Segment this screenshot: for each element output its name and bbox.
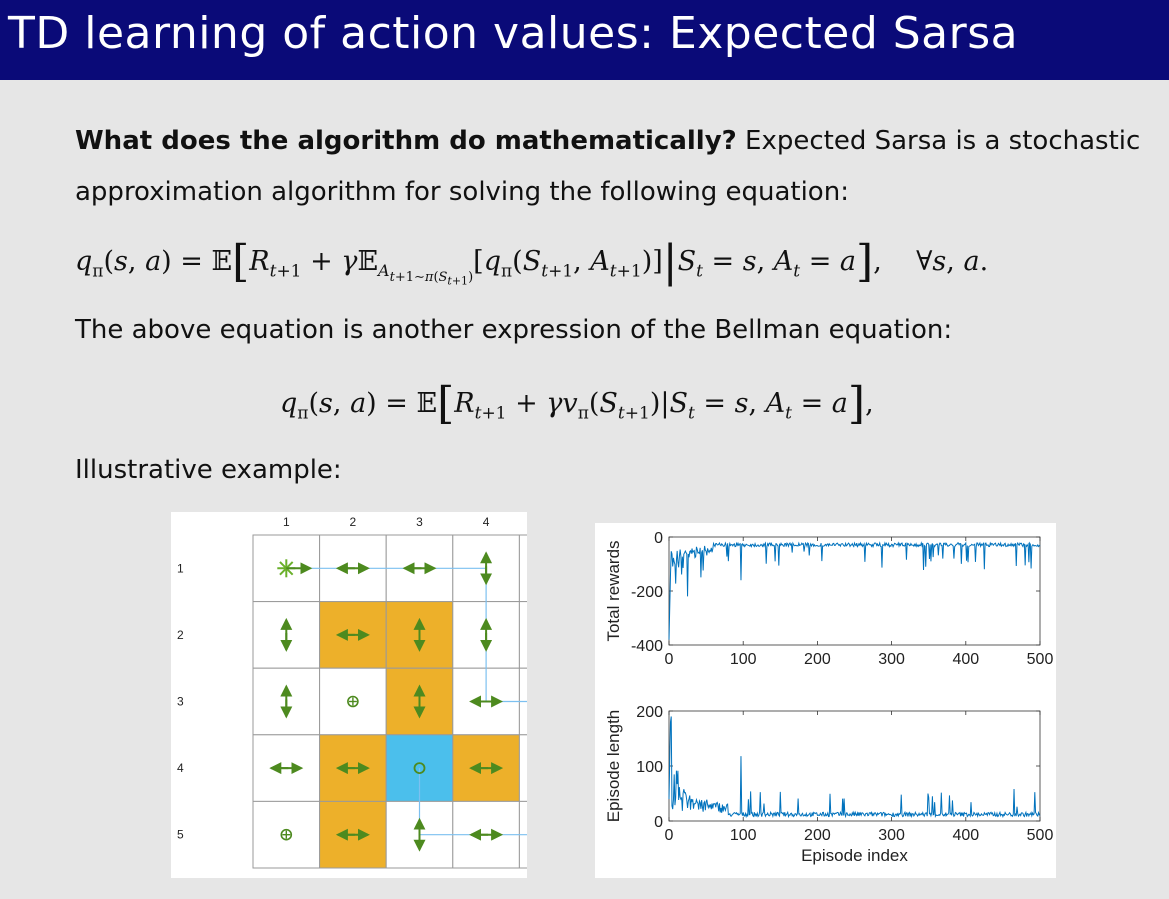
x-tick-label: 100 [730,651,757,668]
y-tick-label: 100 [636,759,663,776]
x-axis-label: Episode index [801,846,908,865]
y-tick-label: 0 [654,530,663,547]
grid-world-figure: 1234512345 [171,512,587,878]
grid-row-label: 4 [177,761,184,775]
y-tick-label: -400 [631,638,663,655]
x-tick-label: 100 [730,827,757,844]
grid-cell-4-5 [518,734,587,802]
plot-axes: 0 100 200 300 400 500 0 -200 -400 Total rewards [604,530,1053,668]
x-tick-label: 0 [665,651,674,668]
paragraph-example: Illustrative example: [75,455,342,485]
equation-expected-sarsa: qπ(s, a) = 𝔼[Rt+1 + γ𝔼At+1∼π(St+1)[qπ(St… [75,236,989,288]
y-tick-label: -200 [631,584,663,601]
x-tick-label: 200 [804,827,831,844]
paragraph-question-line2: approximation algorithm for solving the … [75,177,849,207]
grid-cell-4-1 [252,734,321,802]
x-tick-label: 400 [952,651,979,668]
paragraph-bellman: The above equation is another expression… [75,315,953,345]
grid-cell-1-5 [518,534,587,603]
grid-col-label: 1 [283,515,290,529]
plot-frame [668,710,1041,822]
x-tick-label: 400 [952,827,979,844]
x-tick-label: 300 [878,651,905,668]
x-tick-label: 500 [1027,827,1054,844]
slide-title: TD learning of action values: Expected S… [8,8,1019,59]
y-axis-label: Total rewards [604,540,623,641]
grid-col-label: 3 [416,515,423,529]
stay-circle [413,762,426,775]
x-tick-label: 500 [1027,651,1054,668]
training-plots-figure: 0 100 200 300 400 500 0 -200 -400 Total rewards 0 1… [595,523,1056,878]
x-tick-label: 200 [804,651,831,668]
question-rest: Expected Sarsa is a stochastic [736,126,1141,156]
title-bar: TD learning of action values: Expected S… [0,0,1169,80]
y-axis-label: Episode length [604,710,623,822]
stay-marker [280,828,293,841]
x-tick-label: 300 [878,827,905,844]
grid-row-label: 1 [177,561,184,575]
stay-marker [347,695,359,708]
grid-row-label: 5 [177,828,184,842]
y-tick-label: 0 [654,814,663,831]
grid-col-label: 2 [350,515,357,529]
series-line [668,541,1041,640]
y-tick-label: 200 [636,704,663,721]
series-line [668,716,1041,819]
equation-bellman: qπ(s, a) = 𝔼[Rt+1 + γvπ(St+1)|St = s, At… [280,378,874,429]
grid-row-label: 3 [177,695,184,709]
grid-col-label: 4 [483,515,490,529]
x-tick-label: 0 [665,827,674,844]
grid-row-label: 2 [177,628,184,642]
grid-world-svg: 1234512345 [177,515,587,869]
plot-axes: 0 100 200 300 400 500 200 100 0 Episode length Epi… [604,704,1053,865]
training-plots-svg: 0 100 200 300 400 500 0 -200 -400 Total rewards 0 1… [604,530,1053,865]
grid-cell-2-5 [518,601,587,669]
plot-frame [668,536,1041,646]
paragraph-question: What does the algorithm do mathematicall… [75,126,1140,156]
question-bold: What does the algorithm do mathematicall… [75,126,737,156]
